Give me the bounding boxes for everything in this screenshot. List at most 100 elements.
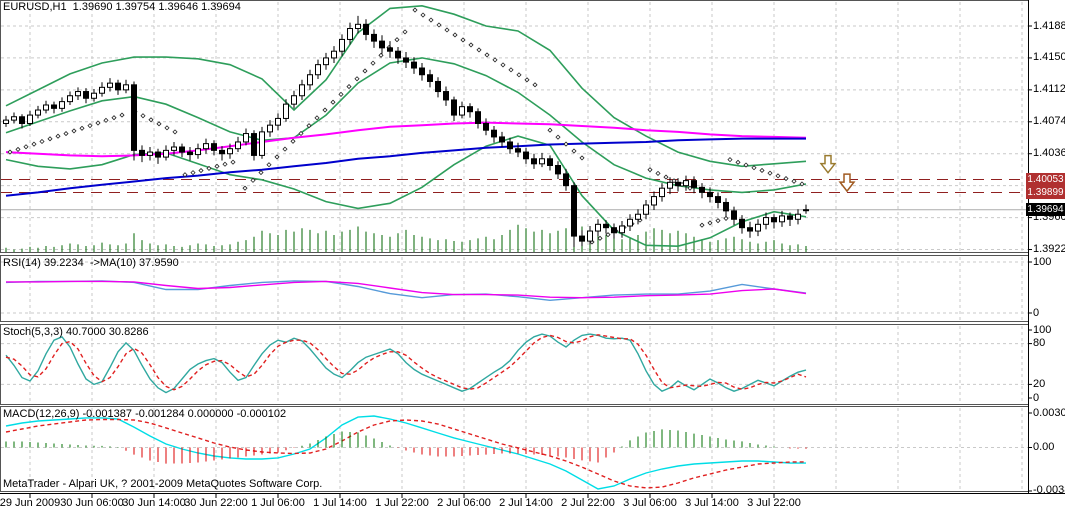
sar-dot <box>242 185 248 191</box>
macd-pane-title: MACD(12,26,9) -0.001387 -0.001284 0.0000… <box>3 408 287 420</box>
candle-bear <box>395 50 401 59</box>
sar-dot <box>775 173 781 179</box>
candle-bear <box>19 116 25 124</box>
sar-dot <box>444 27 450 33</box>
candle-bear <box>691 180 697 188</box>
candle-bull <box>667 181 673 189</box>
candle-bear <box>787 215 793 220</box>
candle-bull <box>587 230 593 242</box>
main-axis-label: 1.41500 <box>1033 51 1065 64</box>
candle-bull <box>619 225 625 234</box>
sar-dot <box>516 72 522 78</box>
candle-bull <box>203 143 209 150</box>
candle-bear <box>387 47 393 52</box>
sar-dot <box>500 62 506 68</box>
candle-bear <box>371 33 377 42</box>
sar-dot <box>250 177 256 183</box>
candle-bull <box>267 124 273 133</box>
candle-bear <box>579 235 585 242</box>
candle-bull <box>147 151 153 156</box>
candle-bear <box>251 133 257 156</box>
sar-dot <box>354 76 360 82</box>
sar-dot <box>727 157 733 163</box>
sar-dot <box>791 178 797 184</box>
time-axis-label: 1 Jul 06:00 <box>251 497 305 509</box>
sar-dot <box>306 123 312 129</box>
time-axis-label: 3 Jul 14:00 <box>685 497 739 509</box>
sar-dot <box>282 146 288 152</box>
sar-dot <box>71 128 77 134</box>
sar-dot <box>7 149 13 155</box>
sar-dot <box>258 169 264 176</box>
sar-dot <box>39 138 45 145</box>
sar-dot <box>735 159 741 165</box>
candle-bull <box>3 119 9 124</box>
candle-bull <box>227 148 233 155</box>
candle-bull <box>763 217 769 225</box>
candle-bull <box>315 64 321 76</box>
candle-bear <box>427 74 433 82</box>
candle-bear <box>771 217 777 223</box>
main-pane-title: EURUSD,H1 1.39690 1.39754 1.39646 1.3969… <box>3 1 241 13</box>
sar-dot <box>87 123 93 129</box>
sar-dot <box>563 141 569 147</box>
main-axis-label: 1.40360 <box>1033 147 1065 160</box>
candle-bear <box>523 151 529 160</box>
candle-bear <box>747 227 753 232</box>
rsi-pane-title: RSI(14) 39.2234 ->MA(10) 37.9590 <box>3 257 179 269</box>
sar-dot <box>412 7 418 13</box>
sar-dot <box>298 130 304 137</box>
sto-axis-label: 80 <box>1033 337 1046 350</box>
candle-bull <box>595 223 601 232</box>
candle-bull <box>627 218 633 227</box>
rsi-axis-label: 100 <box>1033 255 1052 268</box>
candle-bear <box>467 106 473 113</box>
sar-dot <box>751 165 757 171</box>
sar-dot <box>182 172 188 178</box>
sar-dot <box>547 127 553 133</box>
copyright-watermark: MetaTrader - Alpari UK, ? 2001-2009 Meta… <box>3 478 323 490</box>
candle-bear <box>699 186 705 193</box>
time-axis-label: 30 Jun 06:00 <box>60 497 124 509</box>
candle-bull <box>123 84 129 91</box>
sar-dot <box>79 125 85 131</box>
sar-dot <box>436 22 442 28</box>
candle-bull <box>291 95 297 105</box>
candle-bull <box>307 74 313 86</box>
macd-axis-label: 0.00307 <box>1033 406 1065 419</box>
sar-dot <box>699 222 705 228</box>
candle-bear <box>187 151 193 156</box>
time-axis-label: 1 Jul 14:00 <box>313 497 367 509</box>
sar-dot <box>103 117 109 123</box>
sar-dot <box>394 37 400 43</box>
rsi-axis-label: 0 <box>1033 306 1040 319</box>
sar-dot <box>362 68 368 74</box>
candle-bull <box>171 146 177 151</box>
candle-bull <box>803 209 809 212</box>
sar-dot <box>15 146 21 152</box>
candle-bear <box>739 218 745 229</box>
candle-bull <box>299 84 305 97</box>
sar-dot <box>55 133 61 139</box>
candle-bull <box>259 131 265 156</box>
time-axis-label: 30 Jun 14:00 <box>122 497 186 509</box>
candle-bear <box>475 111 481 124</box>
candle-bear <box>403 57 409 63</box>
sto-axis-label: 100 <box>1033 323 1052 336</box>
sar-dot <box>111 115 117 121</box>
main-axis-label: 1.40740 <box>1033 115 1065 128</box>
sar-dot <box>484 52 490 58</box>
sar-dot <box>571 148 577 154</box>
time-axis-label: 2 Jul 06:00 <box>437 497 491 509</box>
alert-down-arrow-icon <box>819 154 837 174</box>
candle-bull <box>195 148 201 156</box>
sar-dot <box>330 99 336 105</box>
candle-bear <box>443 91 449 101</box>
sar-dot <box>63 130 69 137</box>
candle-bull <box>539 158 545 165</box>
time-axis-label: 2 Jul 22:00 <box>561 497 615 509</box>
rsi-line <box>5 280 807 302</box>
candle-bull <box>99 86 105 94</box>
candle-bull <box>283 103 289 119</box>
